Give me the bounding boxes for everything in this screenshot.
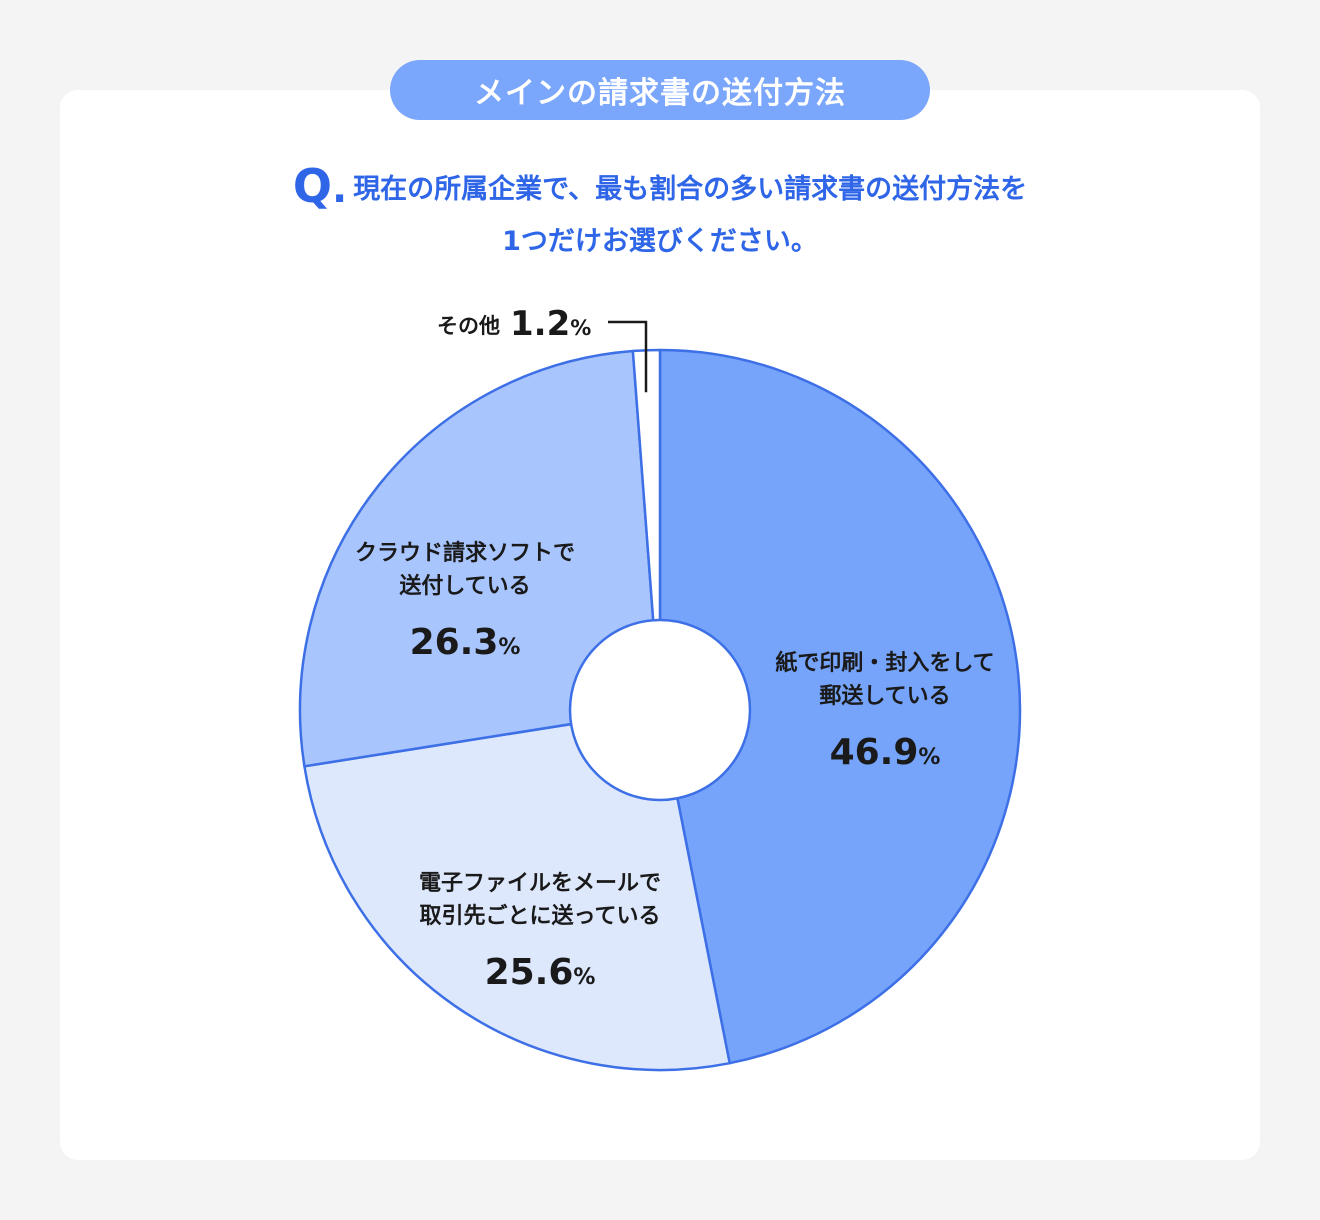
donut-hole (568, 618, 752, 802)
slice-label-1-line-0: 電子ファイルをメールで (419, 871, 661, 896)
q-letter: Q (292, 159, 332, 213)
percent-sign: % (570, 316, 591, 340)
slice-label-2-line-0: クラウド請求ソフトで (355, 540, 575, 566)
q-dot: . (331, 166, 348, 212)
percent-sign: % (498, 635, 520, 660)
slice-label-0-line-0: 紙で印刷・封入をして (775, 650, 994, 676)
slice-label-0-line-1: 郵送している (819, 683, 950, 709)
question-line-2: 1つだけお選びください。 (502, 226, 818, 257)
slice-1 (303, 708, 731, 1072)
question-text: Q. 現在の所属企業で、最も割合の多い請求書の送付方法を 1つだけお選びください。 (0, 160, 1320, 268)
title-badge: メインの請求書の送付方法 (390, 60, 930, 120)
percent-sign: % (573, 965, 595, 990)
other-leader-line (608, 320, 648, 393)
slice-value-3: 1.2% (510, 304, 591, 344)
slice-label-2-line-1: 送付している (399, 573, 530, 599)
question-line-1: Q. 現在の所属企業で、最も割合の多い請求書の送付方法を (0, 160, 1320, 216)
question-line-1-text: 現在の所属企業で、最も割合の多い請求書の送付方法を (353, 174, 1028, 205)
slice-label-1-line-1: 取引先ごとに送っている (420, 903, 661, 929)
q-mark: Q. (293, 159, 347, 213)
slice-label-3: その他 (437, 314, 500, 338)
slice-0 (658, 348, 1022, 1065)
percent-sign: % (918, 745, 940, 770)
slice-2 (298, 349, 662, 768)
title-badge-text: メインの請求書の送付方法 (474, 76, 846, 111)
